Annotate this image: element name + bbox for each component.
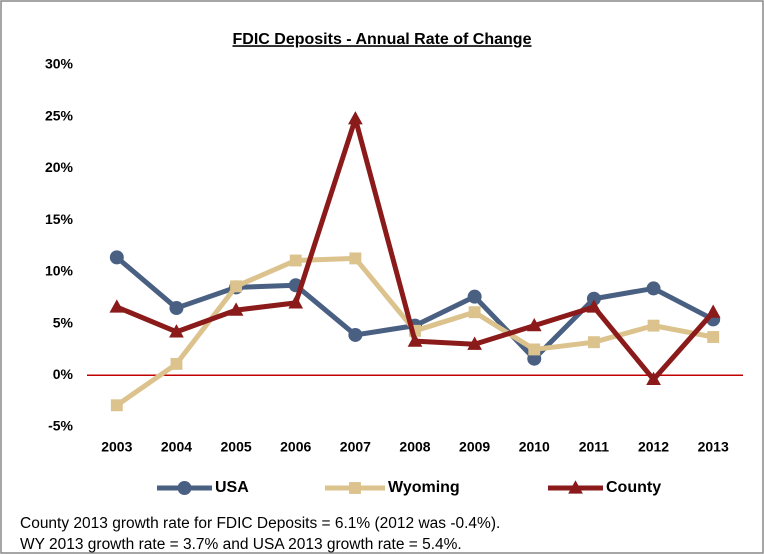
marker	[169, 324, 184, 338]
legend-label: Wyoming	[388, 479, 460, 496]
marker	[349, 482, 361, 494]
footnote: WY 2013 growth rate = 3.7% and USA 2013 …	[20, 536, 462, 553]
marker	[109, 250, 124, 265]
x-tick-label: 2004	[161, 439, 192, 455]
marker	[170, 357, 183, 370]
marker	[289, 254, 302, 267]
chart-title: FDIC Deposits - Annual Rate of Change	[233, 31, 532, 48]
footnote: County 2013 growth rate for FDIC Deposit…	[20, 515, 500, 532]
x-tick-label: 2012	[638, 439, 669, 455]
marker	[467, 336, 482, 350]
marker	[647, 319, 660, 332]
marker	[568, 480, 583, 494]
marker	[348, 111, 363, 125]
marker	[228, 302, 244, 316]
marker	[707, 331, 720, 343]
marker	[169, 301, 184, 316]
x-tick-label: 2008	[399, 439, 430, 455]
marker	[349, 252, 362, 265]
x-tick-label: 2007	[340, 439, 371, 455]
marker	[468, 306, 481, 319]
marker	[409, 324, 421, 337]
marker	[110, 399, 123, 412]
y-tick-label: 0%	[53, 366, 74, 382]
y-tick-label: 30%	[45, 56, 74, 72]
marker	[467, 289, 482, 304]
legend-label: County	[606, 479, 661, 496]
y-tick-label: -5%	[48, 418, 73, 434]
marker	[528, 343, 541, 356]
marker	[348, 327, 363, 342]
x-tick-label: 2006	[280, 439, 311, 455]
marker	[230, 280, 243, 293]
y-tick-label: 10%	[45, 263, 74, 279]
x-tick-label: 2005	[221, 439, 252, 455]
marker	[646, 371, 661, 386]
marker	[646, 281, 661, 296]
y-tick-label: 5%	[53, 314, 74, 330]
y-tick-label: 25%	[45, 107, 74, 123]
marker	[587, 336, 600, 349]
marker	[705, 304, 721, 318]
x-tick-label: 2013	[698, 439, 729, 455]
marker	[109, 299, 125, 313]
legend-label: USA	[215, 479, 249, 496]
marker	[177, 481, 192, 495]
marker	[586, 299, 602, 313]
marker	[407, 333, 423, 347]
x-tick-label: 2009	[459, 439, 490, 455]
marker	[526, 317, 542, 332]
marker	[288, 295, 304, 309]
y-tick-label: 15%	[45, 211, 74, 227]
x-tick-label: 2010	[519, 439, 550, 455]
y-tick-label: 20%	[45, 159, 74, 175]
marker	[586, 291, 601, 306]
x-tick-label: 2003	[101, 439, 132, 455]
x-tick-label: 2011	[579, 439, 610, 455]
